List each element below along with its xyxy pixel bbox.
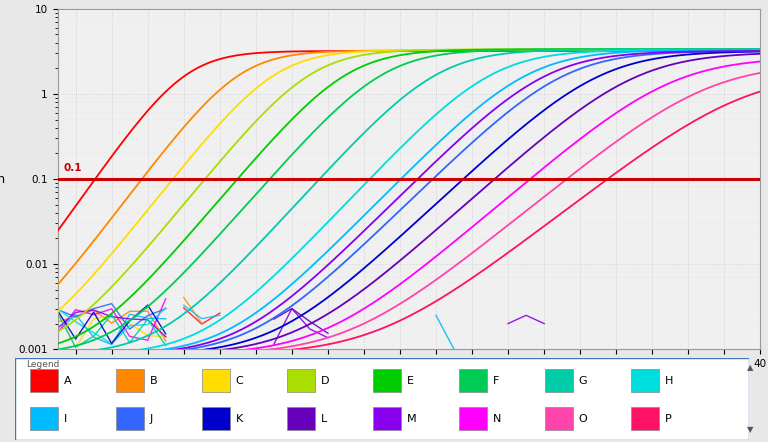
Text: Legend: Legend	[26, 361, 60, 370]
Bar	[202, 370, 230, 392]
Bar	[116, 407, 144, 430]
Bar	[116, 370, 144, 392]
Text: P: P	[664, 414, 671, 423]
Bar	[287, 407, 316, 430]
Text: E: E	[407, 376, 414, 386]
Y-axis label: ΔRn: ΔRn	[0, 172, 6, 186]
Bar	[459, 407, 487, 430]
Text: L: L	[321, 414, 327, 423]
Text: H: H	[664, 376, 673, 386]
Text: M: M	[407, 414, 417, 423]
Bar	[631, 370, 659, 392]
Text: I: I	[64, 414, 67, 423]
Bar	[287, 370, 316, 392]
Text: 0.1: 0.1	[63, 163, 81, 173]
Text: B: B	[150, 376, 157, 386]
FancyBboxPatch shape	[15, 358, 749, 440]
Bar	[373, 407, 401, 430]
Text: N: N	[493, 414, 502, 423]
Text: ▲: ▲	[747, 363, 753, 372]
Text: K: K	[235, 414, 243, 423]
Text: O: O	[578, 414, 588, 423]
Text: A: A	[64, 376, 71, 386]
Text: D: D	[321, 376, 329, 386]
Bar	[545, 370, 573, 392]
Text: J: J	[150, 414, 153, 423]
Bar	[631, 407, 659, 430]
Text: F: F	[493, 376, 499, 386]
Text: G: G	[578, 376, 588, 386]
X-axis label: Cycle: Cycle	[392, 374, 426, 388]
Bar	[30, 370, 58, 392]
Bar	[459, 370, 487, 392]
Bar	[202, 407, 230, 430]
Bar	[373, 370, 401, 392]
Bar	[30, 407, 58, 430]
Text: ▼: ▼	[747, 426, 753, 434]
Bar	[545, 407, 573, 430]
Text: C: C	[235, 376, 243, 386]
